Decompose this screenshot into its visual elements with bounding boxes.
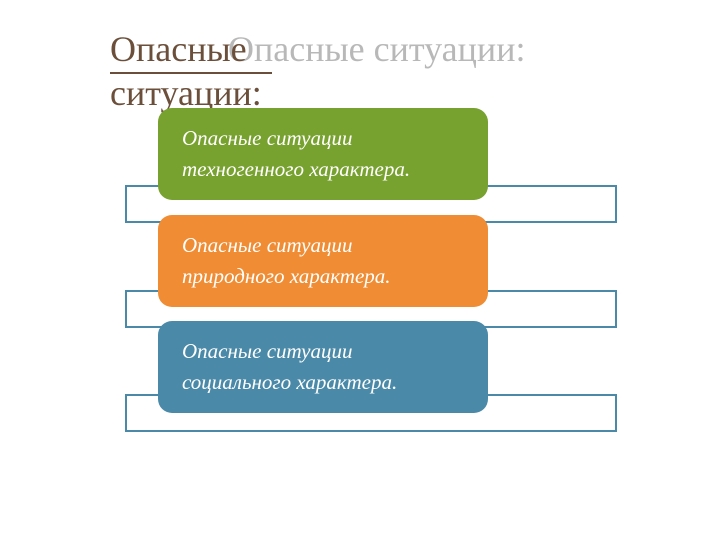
pill-2: Опасные ситуации природного характера.	[158, 215, 488, 307]
pill-3: Опасные ситуации социального характера.	[158, 321, 488, 413]
title-shadow-text: Опасные ситуации:	[228, 28, 525, 70]
title-underline	[110, 72, 272, 74]
pill-1-text: Опасные ситуации техногенного характера.	[182, 123, 410, 186]
pill-2-text: Опасные ситуации природного характера.	[182, 230, 391, 293]
slide: Опасные ситуации: Опасные ситуации: Опас…	[0, 0, 720, 540]
pill-1: Опасные ситуации техногенного характера.	[158, 108, 488, 200]
pill-3-text: Опасные ситуации социального характера.	[182, 336, 397, 399]
title-main-line1: Опасные	[110, 28, 247, 70]
